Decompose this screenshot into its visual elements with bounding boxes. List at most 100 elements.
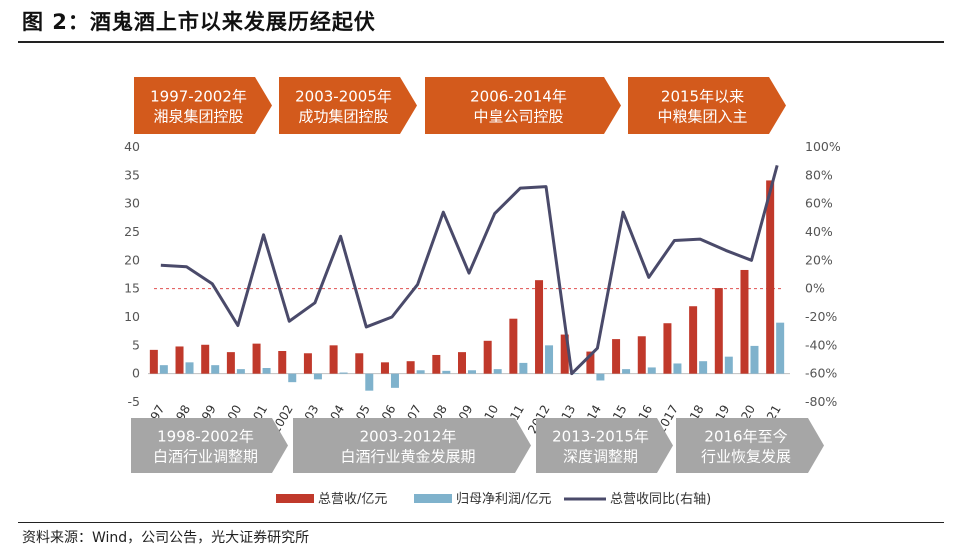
revenue-bar — [637, 336, 646, 374]
right-axis-tick-label: 40% — [805, 224, 833, 239]
net-profit-bar — [519, 362, 528, 374]
right-axis-tick-label: 60% — [805, 196, 833, 211]
revenue-bar — [252, 343, 261, 374]
revenue-bar — [612, 339, 621, 374]
left-axis-tick-label: 15 — [124, 281, 140, 296]
bottom-phase-arrow-label-line2: 行业恢复发展 — [701, 448, 791, 466]
revenue-bar — [509, 318, 518, 374]
net-profit-bar — [776, 322, 785, 374]
revenue-bar — [406, 361, 415, 374]
revenue-bar — [278, 351, 287, 374]
revenue-bar — [663, 323, 672, 374]
revenue-bar — [714, 288, 723, 374]
bar-series — [149, 180, 785, 391]
net-profit-bar — [699, 361, 708, 374]
legend-swatch-revenue — [276, 494, 314, 503]
net-profit-bar — [211, 365, 220, 374]
left-axis-tick-label: 30 — [124, 196, 140, 211]
net-profit-bar — [416, 370, 425, 374]
revenue-bar — [355, 353, 364, 374]
net-profit-bar — [159, 365, 168, 374]
top-phase-arrow-label-line2: 中皇公司控股 — [473, 108, 563, 126]
bottom-phase-arrow-shape — [676, 418, 824, 473]
revenue-bar — [380, 362, 389, 374]
left-axis-tick-label: 25 — [124, 224, 140, 239]
net-profit-bar — [570, 373, 579, 374]
net-profit-bar — [673, 363, 682, 374]
left-axis-tick-label: 35 — [124, 167, 140, 182]
net-profit-bar — [262, 368, 271, 374]
right-axis-tick-label: 100% — [805, 139, 841, 154]
legend-label-revenue: 总营收/亿元 — [318, 492, 387, 507]
source-note: 资料来源：Wind，公司公告，光大证券研究所 — [22, 530, 310, 546]
net-profit-bar — [339, 372, 348, 374]
net-profit-bar — [724, 356, 733, 374]
line-series — [160, 165, 779, 376]
left-axis-tick-label: 10 — [124, 309, 140, 324]
revenue-bar — [226, 352, 235, 374]
top-phase-arrow-label-line2: 成功集团控股 — [298, 108, 388, 126]
net-profit-bar — [622, 369, 631, 374]
revenue-bar — [432, 354, 441, 374]
bottom-phase-arrow-label-line1: 2003-2012年 — [360, 428, 457, 446]
revenue-bar — [483, 340, 492, 374]
revenue-bar — [175, 346, 184, 374]
top-phase-arrow-shape — [425, 77, 621, 134]
revenue-bar — [740, 269, 749, 374]
right-axis-tick-label: -20% — [805, 309, 837, 324]
net-profit-bar — [750, 345, 759, 374]
bottom-phase-arrows: 1998-2002年白酒行业调整期2003-2012年白酒行业黄金发展期2013… — [131, 418, 824, 473]
legend-label-yoy: 总营收同比(右轴) — [610, 492, 711, 507]
top-phase-arrow-shape — [628, 77, 786, 134]
net-profit-bar — [468, 370, 476, 374]
revenue-bar — [535, 280, 544, 374]
revenue-bar — [560, 334, 569, 374]
net-profit-bar — [647, 367, 656, 374]
right-axis: 100% 80% 60% 40% 20% 0% -20% -40% -60% -80% — [805, 139, 841, 409]
revenue-bar — [689, 306, 698, 374]
left-axis: 40 35 30 25 20 15 10 5 0 -5 — [124, 139, 140, 409]
bottom-phase-arrow-shape — [536, 418, 673, 473]
right-axis-tick-label: -60% — [805, 366, 837, 381]
title-rule — [18, 41, 944, 43]
net-profit-bar — [390, 373, 399, 388]
left-axis-tick-label: 0 — [132, 366, 140, 381]
top-phase-arrow-label-line2: 中粮集团入主 — [657, 108, 747, 126]
legend: 总营收/亿元 归母净利润/亿元 总营收同比(右轴) — [276, 492, 711, 507]
legend-swatch-net-profit — [414, 494, 452, 503]
revenue-bar — [201, 344, 210, 374]
bottom-phase-arrow-label-line2: 白酒行业调整期 — [153, 448, 258, 466]
right-axis-tick-label: -80% — [805, 394, 837, 409]
net-profit-bar — [236, 369, 245, 374]
revenue-bar — [149, 349, 158, 374]
top-phase-arrow-label-line1: 1997-2002年 — [150, 88, 247, 106]
top-phase-arrow-shape — [279, 77, 417, 134]
top-phase-arrow-label-line1: 2006-2014年 — [470, 88, 567, 106]
legend-label-net-profit: 归母净利润/亿元 — [456, 492, 551, 507]
bottom-phase-arrow-shape — [131, 418, 288, 473]
top-phase-arrow-label-line1: 2003-2005年 — [295, 88, 392, 106]
right-axis-tick-label: -40% — [805, 337, 837, 352]
net-profit-bar — [596, 373, 605, 381]
figure-title: 图 2：酒鬼酒上市以来发展历经起伏 — [22, 10, 376, 34]
net-profit-bar — [365, 373, 374, 391]
revenue-yoy-line — [160, 165, 779, 376]
left-axis-tick-label: 5 — [132, 337, 140, 352]
net-profit-bar — [442, 370, 451, 374]
net-profit-bar — [545, 345, 554, 374]
right-axis-tick-label: 80% — [805, 167, 833, 182]
bottom-phase-arrow-label-line1: 1998-2002年 — [157, 428, 254, 446]
bottom-phase-arrow-label-line2: 白酒行业黄金发展期 — [340, 448, 475, 466]
bottom-phase-arrow-label-line2: 深度调整期 — [563, 448, 638, 466]
net-profit-bar — [493, 369, 502, 374]
revenue-bar — [303, 353, 312, 374]
